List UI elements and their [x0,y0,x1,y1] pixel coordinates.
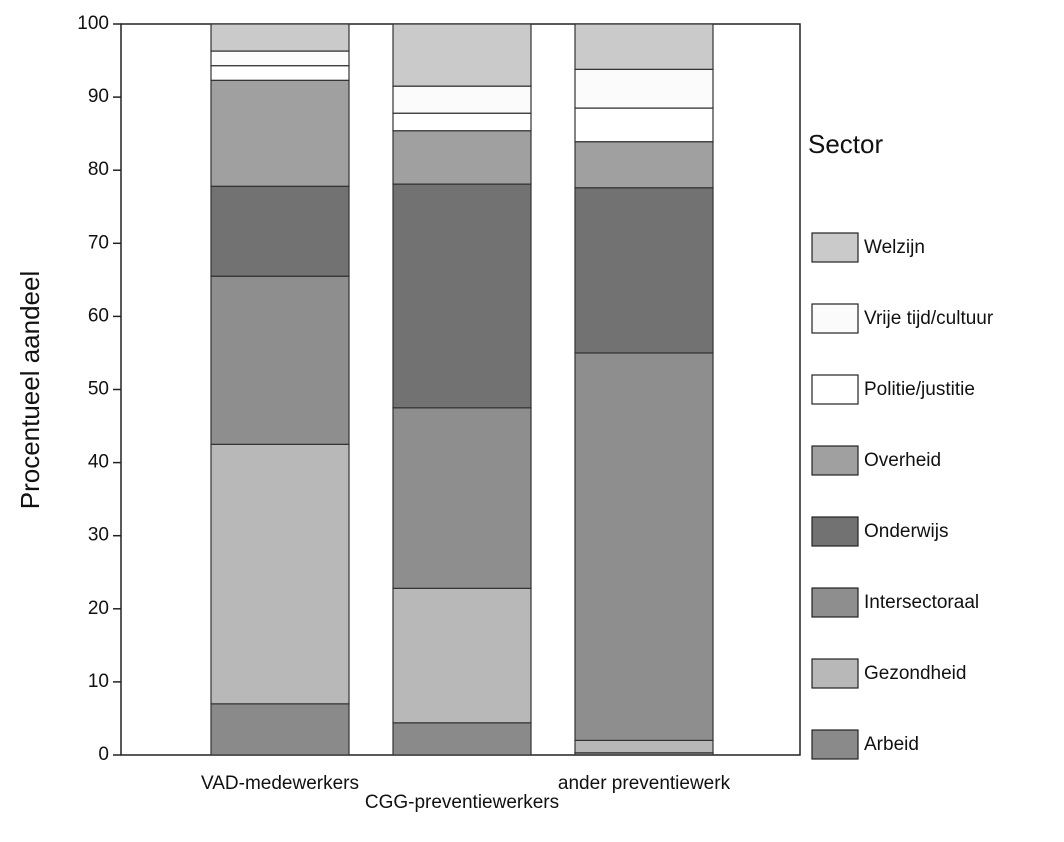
bar-segment [392,85,532,114]
bar-segment [210,443,350,705]
x-tick-label: VAD-medewerkers [201,773,359,794]
legend-label: Welzijn [864,237,925,258]
bar-segment [392,183,532,409]
bar-segment [574,141,714,189]
legend-swatch [811,729,859,760]
legend-label: Politie/justitie [864,379,975,400]
x-tick-label: ander preventiewerk [558,773,731,794]
legend-swatch [811,374,859,405]
bar-segment [574,107,714,143]
bar-segment [574,68,714,109]
legend-label: Onderwijs [864,521,948,542]
legend-swatch [811,658,859,689]
bar-segment [210,50,350,67]
bar-segment [210,185,350,277]
legend-label: Vrije tijd/cultuur [864,308,994,329]
bar-segment [574,352,714,741]
bar-segment [574,23,714,70]
y-tick-label: 10 [88,671,109,692]
y-tick-label: 100 [77,13,109,34]
y-tick-label: 0 [98,744,109,765]
y-tick-label: 70 [88,232,109,253]
bar-segment [392,407,532,589]
y-tick-label: 60 [88,305,109,326]
legend-label: Arbeid [864,734,919,755]
bar-segment [574,739,714,754]
y-axis-label: Procentueel aandeel [15,271,45,510]
y-tick-label: 80 [88,159,109,180]
bar-segment [210,275,350,445]
bar-segment [392,112,532,132]
bar-segment [392,130,532,185]
legend-swatch [811,516,859,547]
bar-segment [392,23,532,87]
legend-label: Intersectoraal [864,592,979,613]
legend-swatch [811,445,859,476]
legend-swatch [811,303,859,334]
bar-segment [574,187,714,354]
y-tick-label: 40 [88,452,109,473]
legend-label: Overheid [864,450,941,471]
legend-title: Sector [808,129,883,159]
legend-swatch [811,587,859,618]
y-tick-label: 30 [88,525,109,546]
bar-segment [210,79,350,187]
y-tick-label: 50 [88,379,109,400]
y-tick-label: 90 [88,86,109,107]
bar-segment [210,23,350,52]
legend-swatch [811,232,859,263]
legend-label: Gezondheid [864,663,966,684]
x-tick-label: CGG-preventiewerkers [365,792,559,813]
bar-segment [210,65,350,81]
y-tick-label: 20 [88,598,109,619]
bar-segment [392,587,532,724]
bar-segment [210,703,350,756]
bar-segment [392,722,532,756]
